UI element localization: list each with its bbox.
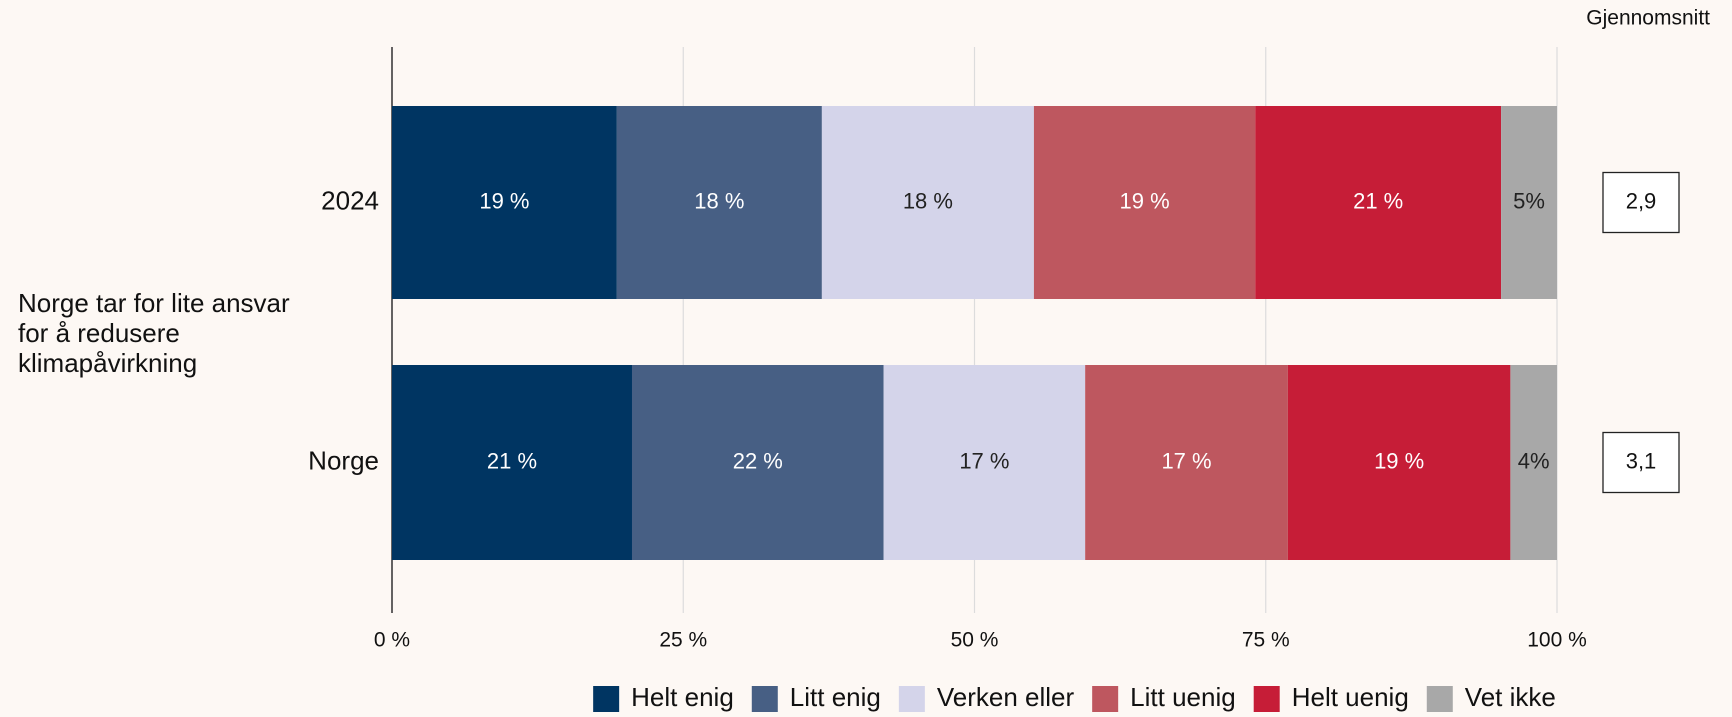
legend-swatch	[1426, 686, 1453, 712]
data-label: 21 %	[1353, 188, 1403, 213]
y-axis-label: Norge tar for lite ansvar for å redusere…	[18, 288, 290, 378]
bar-segment	[883, 365, 1086, 560]
category-label: 2024	[321, 185, 379, 215]
x-tick-label: 100 %	[1527, 629, 1587, 652]
bar-segment	[616, 106, 822, 299]
category-label: Norge	[308, 445, 379, 475]
legend-swatch	[751, 686, 778, 712]
bar-segment	[392, 365, 632, 560]
data-label: 19 %	[1374, 448, 1424, 473]
data-label: 19 %	[479, 188, 529, 213]
data-label: 21 %	[487, 448, 537, 473]
legend-label: Verken eller	[937, 682, 1075, 712]
legend-swatch	[898, 686, 925, 712]
x-tick-label: 25 %	[659, 629, 707, 652]
bar-segment	[631, 365, 884, 560]
legend-label: Helt enig	[631, 682, 734, 712]
bar-segment	[1510, 365, 1557, 560]
data-label: 18 %	[694, 188, 744, 213]
x-tick-label: 50 %	[951, 629, 999, 652]
legend-label: Litt uenig	[1130, 682, 1236, 712]
average-box	[1602, 431, 1680, 494]
average-label: 3,1	[1626, 448, 1657, 473]
bar-segment	[1085, 365, 1288, 560]
average-box	[1602, 171, 1680, 234]
legend-swatch	[593, 686, 620, 712]
data-label: 18 %	[903, 188, 953, 213]
legend-swatch	[1092, 686, 1119, 712]
x-tick-label: 0 %	[374, 629, 410, 652]
legend-swatch	[1253, 686, 1280, 712]
average-label: 2,9	[1626, 188, 1657, 213]
data-label: 4%	[1518, 448, 1550, 473]
average-title: Gjennomsnitt	[1586, 7, 1710, 30]
x-tick-label: 75 %	[1242, 629, 1290, 652]
data-label: 19 %	[1120, 188, 1170, 213]
data-label: 22 %	[733, 448, 783, 473]
legend-label: Vet ikke	[1465, 682, 1556, 712]
bar-segment	[392, 106, 617, 299]
data-label: 17 %	[959, 448, 1009, 473]
bar-segment	[1255, 106, 1502, 299]
data-label: 5%	[1513, 188, 1545, 213]
bar-segment	[1287, 365, 1511, 560]
legend-label: Helt uenig	[1292, 682, 1409, 712]
bar-segment	[1033, 106, 1256, 299]
legend-label: Litt enig	[790, 682, 881, 712]
bar-segment	[1501, 106, 1557, 299]
bar-segment	[821, 106, 1034, 299]
data-label: 17 %	[1161, 448, 1211, 473]
